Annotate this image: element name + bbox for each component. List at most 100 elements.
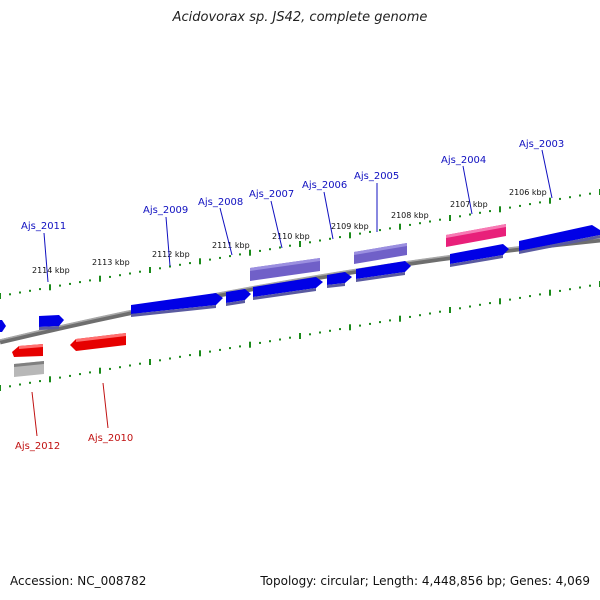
minor-tick	[539, 293, 541, 296]
gene-label[interactable]: Ajs_2005	[354, 171, 399, 182]
gene-arrow-shadow	[519, 235, 600, 254]
gene-label[interactable]: Ajs_2009	[143, 205, 188, 216]
minor-tick	[439, 218, 441, 221]
minor-tick	[29, 381, 31, 384]
gene-arrow-ajs-2011[interactable]	[39, 315, 64, 327]
minor-tick	[279, 246, 281, 249]
minor-tick	[369, 230, 371, 233]
gene-arrow-ajs-2008[interactable]	[226, 289, 251, 303]
feature-bar-highlight	[250, 258, 320, 271]
feature-bar-highlight	[354, 243, 407, 255]
gene-label[interactable]: Ajs_2004	[441, 155, 486, 166]
feature-bar-ajs-2007[interactable]	[250, 258, 320, 281]
leader-line	[43, 232, 49, 283]
ruler-label: 2108 kbp	[391, 211, 429, 220]
minor-tick	[9, 293, 11, 296]
minor-tick	[209, 258, 211, 261]
major-tick	[0, 385, 1, 391]
minor-tick	[159, 359, 161, 362]
ruler-label: 2106 kbp	[509, 188, 547, 197]
major-tick	[449, 215, 451, 221]
gene-arrow-ajs-2009[interactable]	[131, 293, 223, 314]
gene-arrow-shadow	[39, 326, 59, 330]
minor-tick	[109, 275, 111, 278]
major-tick	[149, 267, 151, 273]
minor-tick	[119, 274, 121, 277]
gene-arrow-ajs-2006[interactable]	[327, 272, 352, 285]
leader-line	[541, 149, 553, 199]
feature-bar-highlight	[446, 224, 506, 238]
gene-arrow-ajs-2007[interactable]	[253, 277, 323, 297]
forward-strand-genes	[0, 225, 600, 332]
minor-tick	[359, 324, 361, 327]
ruler-label: 2107 kbp	[450, 200, 488, 209]
major-tick	[0, 293, 1, 299]
minor-tick	[179, 355, 181, 358]
gene-label[interactable]: Ajs_2003	[519, 139, 564, 150]
major-tick	[499, 298, 501, 305]
label-leaders	[31, 149, 553, 437]
minor-tick	[69, 282, 71, 285]
minor-tick	[259, 341, 261, 344]
gene-arrow-ajs-2005[interactable]	[356, 261, 411, 279]
gene-arrow-shadow	[76, 333, 126, 342]
minor-tick	[79, 281, 81, 284]
minor-tick	[479, 303, 481, 306]
minor-tick	[589, 192, 591, 195]
minor-tick	[339, 236, 341, 239]
leader-line	[219, 207, 233, 256]
minor-tick	[489, 302, 491, 305]
genome-summary-text: Topology: circular; Length: 4,448,856 bp…	[260, 574, 590, 588]
major-tick	[549, 197, 551, 204]
minor-tick	[59, 376, 61, 379]
minor-tick	[89, 279, 91, 282]
gene-label[interactable]: Ajs_2008	[198, 197, 243, 208]
minor-tick	[569, 196, 571, 199]
genome-title: Acidovorax sp. JS42, complete genome	[172, 10, 428, 25]
minor-tick	[439, 310, 441, 313]
gene-arrow-shadow	[450, 255, 503, 267]
minor-tick	[129, 272, 131, 275]
ruler-label: 2111 kbp	[212, 241, 250, 250]
major-tick	[199, 350, 201, 357]
gene-label[interactable]: Ajs_2007	[249, 189, 294, 200]
ruler-label: 2112 kbp	[152, 250, 190, 259]
major-tick	[249, 341, 251, 348]
gene-label[interactable]: Ajs_2011	[21, 221, 66, 232]
gene-labels: Ajs_2011 Ajs_2009 Ajs_2008 Ajs_2007 Ajs_…	[15, 139, 564, 452]
ruler-label: 2110 kbp	[272, 232, 310, 241]
minor-tick	[489, 210, 491, 213]
leader-line	[31, 391, 38, 437]
minor-tick	[39, 288, 41, 291]
major-tick	[499, 206, 501, 213]
minor-tick	[59, 284, 61, 287]
minor-tick	[369, 322, 371, 325]
gene-arrow-ajs-2004[interactable]	[450, 244, 509, 264]
minor-tick	[389, 227, 391, 230]
gene-arrow-shadow	[226, 300, 245, 306]
minor-tick	[309, 241, 311, 244]
minor-tick	[269, 340, 271, 343]
minor-tick	[559, 289, 561, 292]
gene-label[interactable]: Ajs_2012	[15, 441, 60, 452]
major-tick	[99, 367, 101, 374]
minor-tick	[359, 232, 361, 235]
minor-tick	[239, 253, 241, 256]
major-tick	[549, 289, 551, 296]
minor-tick	[339, 328, 341, 331]
minor-tick	[139, 362, 141, 365]
minor-tick	[39, 380, 41, 383]
minor-tick	[309, 333, 311, 336]
major-tick	[349, 232, 351, 239]
minor-tick	[559, 197, 561, 200]
gene-arrow[interactable]	[0, 320, 6, 332]
major-tick	[299, 241, 301, 247]
gene-arrow-ajs-2003[interactable]	[519, 225, 600, 251]
gene-bar-highlight	[14, 361, 44, 367]
gene-label[interactable]: Ajs_2010	[88, 433, 133, 444]
gene-label[interactable]: Ajs_2006	[302, 180, 347, 191]
minor-tick	[329, 329, 331, 332]
feature-bars	[250, 224, 506, 281]
minor-tick	[169, 357, 171, 360]
gene-arrow-shadow	[131, 305, 216, 317]
